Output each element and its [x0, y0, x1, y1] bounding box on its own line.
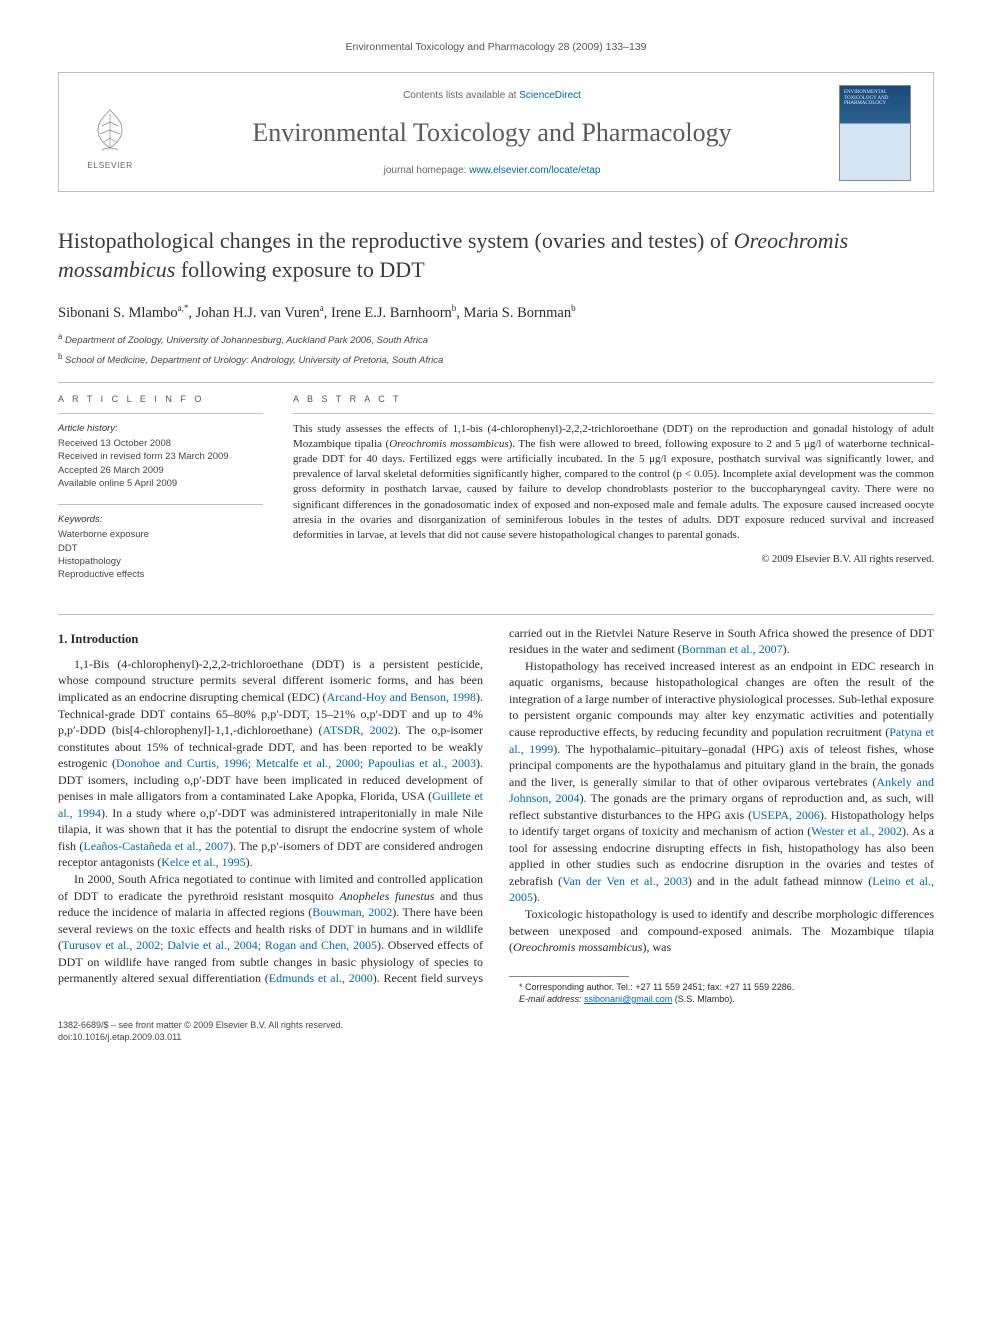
cover-thumb-text: ENVIRONMENTAL TOXICOLOGY AND PHARMACOLOG…	[844, 90, 906, 107]
citation[interactable]: Wester et al., 2002	[811, 824, 902, 838]
journal-masthead: ELSEVIER Contents lists available at Sci…	[58, 72, 934, 192]
corr-email-link[interactable]: ssibonani@gmail.com	[584, 994, 672, 1004]
citation[interactable]: Arcand-Hoy and Benson, 1998	[327, 690, 476, 704]
abstract-species: Oreochromis mossambicus	[389, 438, 508, 450]
running-header: Environmental Toxicology and Pharmacolog…	[58, 40, 934, 54]
page-footer: 1382-6689/$ – see front matter © 2009 El…	[58, 1019, 934, 1043]
abstract-copyright: © 2009 Elsevier B.V. All rights reserved…	[293, 553, 934, 567]
history-line: Received 13 October 2008	[58, 437, 263, 450]
journal-homepage-link[interactable]: www.elsevier.com/locate/etap	[469, 165, 600, 176]
elsevier-tree-icon	[84, 104, 136, 156]
keyword: DDT	[58, 542, 263, 555]
keywords-head: Keywords:	[58, 513, 263, 526]
divider	[58, 382, 934, 383]
contents-list-line: Contents lists available at ScienceDirec…	[157, 89, 827, 103]
section-heading: 1. Introduction	[58, 631, 483, 648]
journal-cover-thumb: ENVIRONMENTAL TOXICOLOGY AND PHARMACOLOG…	[839, 85, 917, 181]
citation[interactable]: ATSDR, 2002	[322, 723, 393, 737]
body-two-column: 1. Introduction 1,1-Bis (4-chlorophenyl)…	[58, 625, 934, 1005]
divider	[58, 614, 934, 615]
email-label: E-mail address:	[519, 994, 582, 1004]
article-title: Histopathological changes in the reprodu…	[58, 226, 934, 284]
history-head: Article history:	[58, 422, 263, 435]
author-list: Sibonani S. Mlamboa,*, Johan H.J. van Vu…	[58, 302, 934, 323]
citation[interactable]: Edmunds et al., 2000	[269, 971, 373, 985]
publisher-name: ELSEVIER	[87, 160, 133, 171]
article-history-block: Article history: Received 13 October 200…	[58, 422, 263, 490]
history-line: Accepted 26 March 2009	[58, 464, 263, 477]
citation[interactable]: Donohoe and Curtis, 1996; Metcalfe et al…	[116, 756, 476, 770]
affiliation-a-text: Department of Zoology, University of Joh…	[65, 335, 428, 346]
body-paragraph: Histopathology has received increased in…	[509, 658, 934, 906]
citation[interactable]: Ankely and Johnson, 2004	[509, 775, 934, 806]
citation[interactable]: Turusov et al., 2002; Dalvie et al., 200…	[62, 938, 377, 952]
citation[interactable]: Guillete et al., 1994	[58, 789, 483, 820]
keyword: Histopathology	[58, 555, 263, 568]
keyword: Reproductive effects	[58, 568, 263, 581]
footnote-rule	[509, 976, 629, 977]
divider	[293, 413, 934, 414]
affiliation-b: b School of Medicine, Department of Urol…	[58, 352, 934, 368]
citation[interactable]: Leaños-Castañeda et al., 2007	[83, 839, 229, 853]
abstract-post: ). The fish were allowed to breed, follo…	[293, 438, 934, 541]
email-line: E-mail address: ssibonani@gmail.com (S.S…	[509, 993, 934, 1005]
sciencedirect-link[interactable]: ScienceDirect	[519, 90, 581, 101]
abstract-head: A B S T R A C T	[293, 393, 934, 405]
article-info-column: A R T I C L E I N F O Article history: R…	[58, 393, 263, 596]
abstract-column: A B S T R A C T This study assesses the …	[293, 393, 934, 596]
divider	[58, 413, 263, 414]
citation[interactable]: Kelce et al., 1995	[161, 855, 245, 869]
corr-author-line: * Corresponding author. Tel.: +27 11 559…	[509, 981, 934, 993]
history-line: Received in revised form 23 March 2009	[58, 450, 263, 463]
divider	[58, 504, 263, 505]
corresponding-author-footnote: * Corresponding author. Tel.: +27 11 559…	[509, 981, 934, 1005]
doi-line: doi:10.1016/j.etap.2009.03.011	[58, 1031, 343, 1043]
article-info-head: A R T I C L E I N F O	[58, 393, 263, 405]
body-paragraph: 1,1-Bis (4-chlorophenyl)-2,2,2-trichloro…	[58, 656, 483, 871]
contents-prefix: Contents lists available at	[403, 90, 519, 101]
abstract-text: This study assesses the effects of 1,1-b…	[293, 422, 934, 543]
citation[interactable]: Bouwman, 2002	[312, 905, 392, 919]
publisher-logo-block: ELSEVIER	[75, 94, 145, 171]
keywords-block: Keywords: Waterborne exposure DDT Histop…	[58, 513, 263, 581]
keyword: Waterborne exposure	[58, 528, 263, 541]
title-pre: Histopathological changes in the reprodu…	[58, 228, 734, 253]
title-post: following exposure to DDT	[175, 257, 424, 282]
journal-title: Environmental Toxicology and Pharmacolog…	[157, 115, 827, 150]
journal-homepage-line: journal homepage: www.elsevier.com/locat…	[157, 164, 827, 178]
citation[interactable]: Patyna et al., 1999	[509, 725, 934, 756]
affiliation-a: a Department of Zoology, University of J…	[58, 332, 934, 348]
body-paragraph: Toxicologic histopathology is used to id…	[509, 906, 934, 956]
history-line: Available online 5 April 2009	[58, 477, 263, 490]
homepage-prefix: journal homepage:	[384, 165, 470, 176]
affiliation-b-text: School of Medicine, Department of Urolog…	[65, 355, 443, 366]
citation[interactable]: USEPA, 2006	[752, 808, 820, 822]
front-matter-line: 1382-6689/$ – see front matter © 2009 El…	[58, 1019, 343, 1031]
email-who: (S.S. Mlambo).	[675, 994, 735, 1004]
citation[interactable]: Bornman et al., 2007	[682, 642, 783, 656]
citation[interactable]: Van der Ven et al., 2003	[562, 874, 688, 888]
